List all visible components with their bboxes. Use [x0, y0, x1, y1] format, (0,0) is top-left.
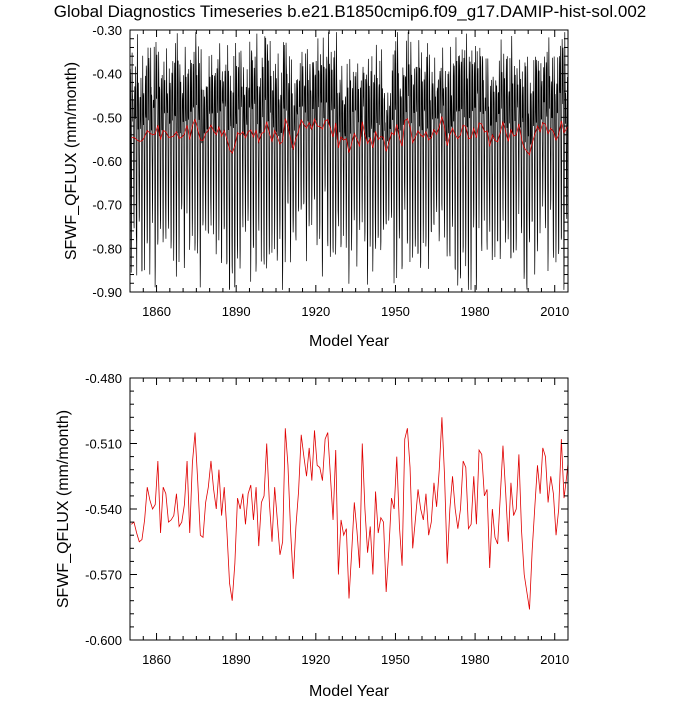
y-tick-label: -0.30 [92, 23, 122, 38]
x-tick-label: 1980 [461, 652, 490, 667]
x-tick-label: 2010 [540, 652, 569, 667]
y-tick-label: -0.60 [92, 154, 122, 169]
y-tick-label: -0.510 [85, 437, 122, 452]
x-tick-label: 1860 [142, 652, 171, 667]
x-axis-label: Model Year [309, 333, 390, 350]
x-tick-label: 1950 [381, 652, 410, 667]
x-tick-label: 1920 [301, 652, 330, 667]
x-axis-label: Model Year [309, 683, 390, 700]
plot-frame [129, 377, 569, 641]
x-tick-label: 1890 [222, 652, 251, 667]
monthly-series-line [130, 32, 568, 290]
x-tick-label: 1920 [301, 304, 330, 319]
annual-mean-series-line [131, 116, 568, 156]
y-tick-label: -0.570 [85, 568, 122, 583]
y-axis-label: SFWF_QFLUX (mm/month) [63, 62, 80, 260]
chart-panel-bottom: 1860 1890 1920 1950 1980 2010 -0.480 -0.510 -0.5… [55, 371, 569, 700]
y-tick-label: -0.50 [92, 110, 122, 125]
x-tick-label: 1950 [381, 304, 410, 319]
y-tick-label: -0.90 [92, 285, 122, 300]
x-tick-label: 1860 [142, 304, 171, 319]
y-tick-label: -0.600 [85, 633, 122, 648]
y-tick-label: -0.70 [92, 198, 122, 213]
y-tick-label: -0.480 [85, 371, 122, 386]
y-tick-label: -0.540 [85, 502, 122, 517]
y-tick-label: -0.40 [92, 67, 122, 82]
x-tick-label: 1890 [222, 304, 251, 319]
y-axis-label: SFWF_QFLUX (mm/month) [55, 410, 72, 608]
annual-mean-series-line [131, 417, 568, 610]
x-tick-label: 2010 [540, 304, 569, 319]
x-tick-label: 1980 [461, 304, 490, 319]
y-tick-label: -0.80 [92, 241, 122, 256]
chart-panel-top: 1860 1890 1920 1950 1980 2010 -0.30 -0.40 -0.50 -… [63, 23, 569, 350]
figure-title: Global Diagnostics Timeseries b.e21.B185… [53, 2, 647, 21]
